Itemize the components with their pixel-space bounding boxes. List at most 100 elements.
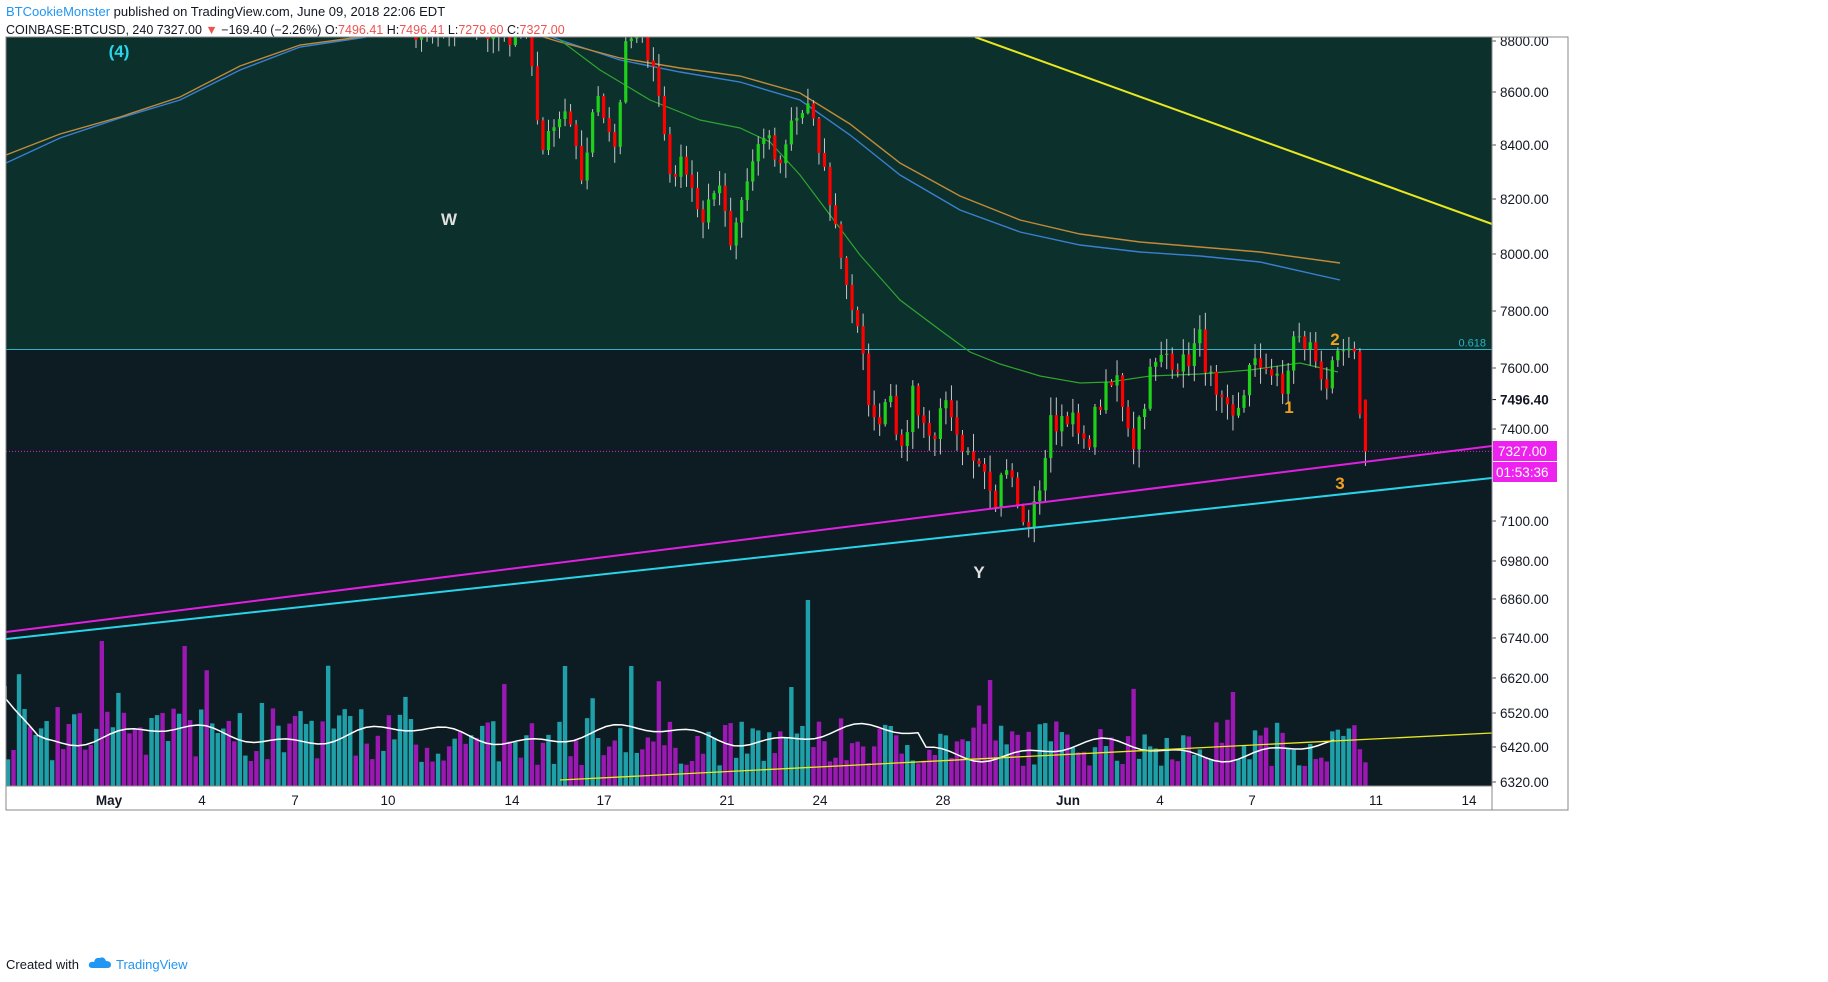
candle-body [1159, 354, 1163, 362]
ma-orange-line [6, 37, 1341, 264]
volume-bar [855, 741, 860, 786]
candle-body [1181, 354, 1185, 372]
volume-bar [452, 738, 457, 786]
candle-body [1120, 375, 1125, 407]
candle-body [878, 417, 882, 425]
volume-bar [1159, 765, 1164, 786]
candle-body [811, 103, 816, 119]
volume-bar [1065, 734, 1070, 786]
candle-body [1236, 407, 1241, 416]
candle-body [894, 395, 898, 435]
volume-bar [491, 721, 496, 786]
volume-bar [1236, 759, 1241, 786]
price-axis-background [1492, 37, 1568, 786]
volume-bar [1147, 746, 1153, 786]
candle-body [994, 490, 998, 508]
volume-bar [1363, 762, 1368, 786]
volume-bar [1021, 765, 1026, 786]
candle-body [442, 25, 445, 30]
volume-bar [507, 741, 513, 786]
volume-bar [55, 707, 60, 786]
volume-bar [457, 732, 463, 786]
volume-bar [662, 745, 667, 786]
volume-bar [1302, 765, 1307, 786]
volume-bar [993, 740, 998, 786]
volume-bar [971, 727, 976, 786]
volume-bar [469, 735, 474, 786]
candle-body [1054, 415, 1058, 432]
volume-bar [337, 715, 342, 786]
volume-bar [176, 713, 182, 786]
candle-body [1303, 336, 1307, 350]
price-tick-label: 7400.00 [1500, 422, 1549, 437]
volume-bar [579, 764, 584, 786]
candle-body [817, 118, 821, 153]
candle-body [436, 25, 439, 37]
candle-body [839, 224, 843, 258]
volume-bar [888, 725, 893, 786]
volume-bar [1059, 732, 1065, 786]
volume-bar [595, 737, 601, 786]
volume-bar [33, 734, 38, 786]
volume-bar [1341, 735, 1346, 786]
candle-body [1363, 399, 1368, 452]
candle-body [662, 95, 666, 135]
volume-bar [584, 718, 590, 786]
volume-bar [833, 757, 838, 786]
price-chart[interactable]: (4) W Y 1 2 3 0.618 8800.00 8600.00 8400.00 8200.0… [0, 0, 1828, 945]
candle-body [1203, 329, 1207, 373]
volume-bar [1274, 722, 1280, 786]
time-tick-label: 14 [504, 793, 520, 808]
candle-body [690, 174, 694, 188]
candle-body [425, 19, 428, 34]
volume-bar [783, 737, 789, 786]
volume-bar [667, 721, 673, 786]
volume-bar [160, 712, 165, 786]
price-tick-label: 6320.00 [1500, 775, 1549, 790]
volume-bar [1153, 748, 1158, 786]
candle-body [1021, 505, 1025, 523]
last-price: 7327.00 [156, 23, 202, 37]
volume-bar [700, 753, 706, 786]
volume-bar [551, 763, 557, 786]
volume-bar [1285, 747, 1291, 786]
volume-bar [435, 753, 441, 786]
last-price-badge [1493, 441, 1557, 461]
volume-bar [728, 723, 733, 786]
candle-body [1347, 348, 1351, 351]
volume-bar [849, 743, 855, 786]
volume-bar [1142, 734, 1147, 786]
candle-body [800, 113, 804, 119]
volume-bar [524, 735, 529, 786]
candle-body [822, 152, 827, 167]
down-arrow-icon: ▼ [205, 23, 218, 37]
price-tick-label: 8600.00 [1500, 85, 1549, 100]
volume-bar [243, 755, 248, 786]
volume-bar [518, 757, 524, 786]
cyan-channel-line [6, 477, 1492, 640]
countdown-badge [1493, 462, 1557, 482]
candle-body [546, 130, 551, 151]
candle-body [519, 31, 522, 36]
volume-bar [1247, 759, 1252, 786]
descending-trendline [974, 37, 1492, 225]
tradingview-link[interactable]: TradingView [116, 957, 188, 972]
volume-bar [794, 733, 800, 786]
volume-bar [424, 747, 430, 786]
candle-body [1198, 329, 1202, 344]
author-link[interactable]: BTCookieMonster [6, 4, 111, 19]
candle-body [1330, 360, 1334, 389]
volume-bar [44, 721, 49, 786]
volume-bar [94, 728, 99, 786]
volume-bar [976, 705, 982, 786]
candle-body [723, 185, 727, 211]
candle-body [1148, 366, 1152, 409]
candle-body [1038, 490, 1042, 502]
candle-body [905, 432, 909, 446]
volume-bar [105, 711, 110, 786]
volume-bar [496, 761, 501, 786]
volume-bar [590, 698, 595, 786]
volume-bar [226, 720, 231, 786]
volume-bar [1131, 688, 1136, 786]
candle-body [1093, 406, 1097, 448]
